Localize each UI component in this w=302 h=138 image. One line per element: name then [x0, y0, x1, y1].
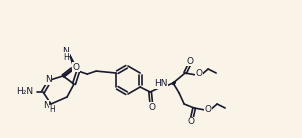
- Text: O: O: [196, 70, 203, 79]
- Text: O: O: [187, 56, 194, 66]
- Text: O: O: [149, 103, 156, 112]
- Text: HN: HN: [154, 79, 168, 88]
- Text: H: H: [63, 53, 69, 62]
- Text: H₂N: H₂N: [16, 87, 33, 96]
- Text: N: N: [63, 47, 69, 56]
- Text: O: O: [188, 117, 194, 127]
- Text: H: H: [49, 105, 55, 115]
- Text: N: N: [45, 75, 51, 84]
- Text: N: N: [43, 100, 49, 109]
- Text: O: O: [205, 104, 212, 113]
- Text: O: O: [72, 63, 79, 71]
